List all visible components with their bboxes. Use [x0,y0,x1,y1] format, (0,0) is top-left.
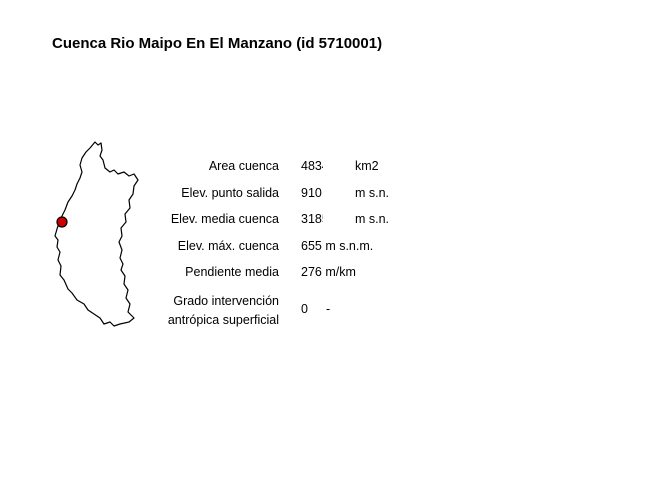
stat-row-outlet-elevation: Elev. punto salida 910 m s.n.m. [150,182,430,209]
stat-unit: - [326,301,331,316]
basin-outline [54,141,139,327]
stat-label: Pendiente media [185,265,279,279]
stat-row-mean-slope: Pendiente media 276 m/km [150,261,430,288]
stat-value: 276 m/km [301,265,356,279]
stat-unit: km2 [355,159,379,173]
stat-value: 3185 [301,212,323,226]
stat-unit: m s.n.m. [355,212,388,226]
stat-label: Area cuenca [208,159,279,173]
stat-value-text: 3185 [301,212,323,226]
stat-label: Elev. máx. cuenca [177,238,279,253]
outlet-point-marker [56,216,68,228]
stat-label: Grado intervención antrópica superficial [167,293,279,327]
stat-label: Elev. media cuenca [170,212,279,226]
stat-row-anthropic-intervention: Grado intervención antrópica superficial… [150,288,430,328]
stat-unit: m s.n.m. [355,185,388,200]
stat-label: Elev. punto salida [181,185,279,200]
stat-value-text: 4834 [301,159,323,173]
stat-row-area: Area cuenca 4834 km2 [150,155,430,182]
stat-value: 0 [301,301,308,316]
stat-row-mean-elevation: Elev. media cuenca 3185 m s.n.m. [150,208,430,235]
stat-row-max-elevation: Elev. máx. cuenca 655 m s.n.m. [150,235,430,262]
page-title: Cuenca Rio Maipo En El Manzano (id 57100… [52,35,383,52]
stat-value-text: 910 [301,185,322,200]
stat-value: 655 m s.n.m. [301,238,374,253]
basin-stats-table: Area cuenca 4834 km2 Elev. punto salida … [150,155,430,328]
stat-value: 910 [301,186,323,200]
stat-value: 4834 [301,159,323,173]
